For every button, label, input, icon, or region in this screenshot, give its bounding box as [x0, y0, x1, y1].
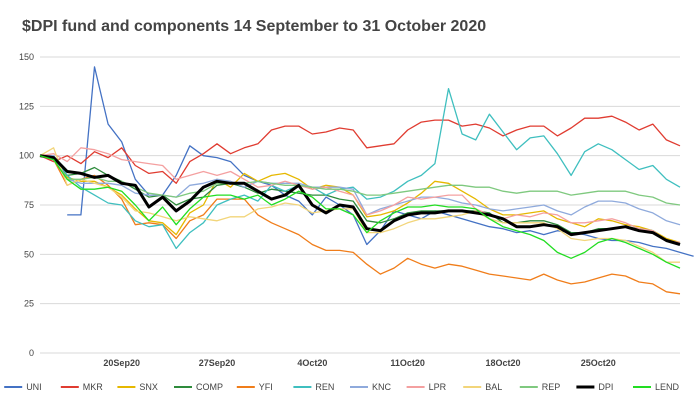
series-line-knc [40, 155, 681, 226]
legend-label-rep: REP [542, 382, 561, 392]
x-tick-label-0: 20Sep20 [103, 358, 140, 368]
x-tick-label-5: 25Oct20 [581, 358, 616, 368]
series-line-bal [39, 147, 680, 263]
legend-label-bal: BAL [485, 382, 502, 392]
y-tick-label-0: 0 [29, 348, 34, 358]
series-line-dpi [39, 154, 681, 246]
legend-label-lend: LEND [655, 382, 680, 392]
x-tick-label-1: 27Sep20 [199, 358, 236, 368]
y-tick-label-75: 75 [24, 200, 34, 210]
x-tick-label-3: 11Oct20 [390, 358, 425, 368]
y-tick-label-125: 125 [19, 101, 34, 111]
legend-label-mkr: MKR [83, 382, 104, 392]
legend-label-ren: REN [315, 382, 334, 392]
legend-label-yfi: YFI [259, 382, 273, 392]
series-line-lpr [39, 147, 681, 244]
series-line-rep [39, 155, 681, 206]
legend-label-dpi: DPI [598, 382, 613, 392]
x-tick-label-2: 4Oct20 [297, 358, 327, 368]
legend-label-snx: SNX [139, 382, 158, 392]
y-tick-label-100: 100 [19, 151, 34, 161]
series-line-uni [67, 66, 694, 257]
y-tick-label-25: 25 [24, 299, 34, 309]
series-line-mkr [39, 115, 681, 184]
legend-label-knc: KNC [372, 382, 392, 392]
x-tick-label-4: 18Oct20 [485, 358, 520, 368]
y-tick-label-50: 50 [24, 249, 34, 259]
legend-label-lpr: LPR [429, 382, 447, 392]
y-tick-label-150: 150 [19, 52, 34, 62]
legend-label-comp: COMP [196, 382, 223, 392]
legend-label-uni: UNI [26, 382, 42, 392]
series-line-lend [39, 155, 681, 269]
series-line-comp [39, 155, 681, 246]
series-line-yfi [39, 155, 681, 295]
chart-title: $DPI fund and components 14 September to… [22, 18, 487, 35]
